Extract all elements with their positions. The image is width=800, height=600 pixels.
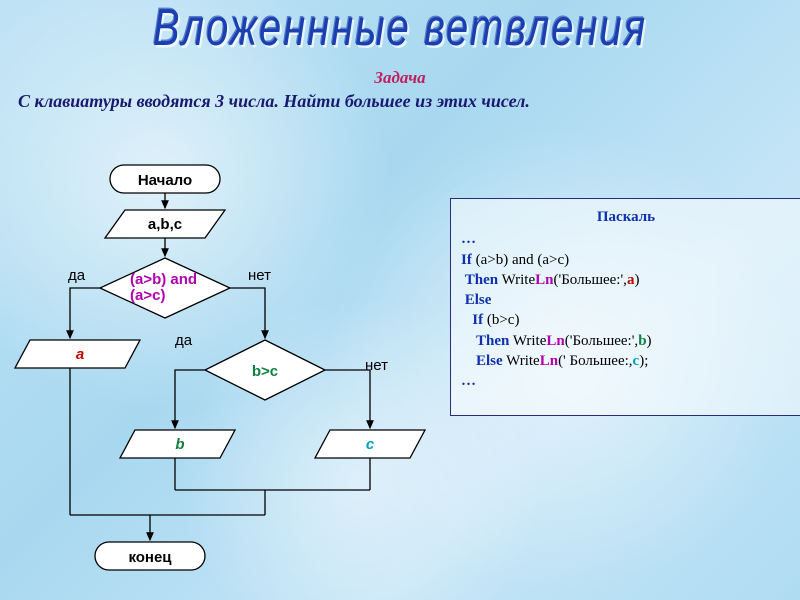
flowchart: Начало a,b,c (a>b) and (a>c) да нет a b>… [10, 160, 430, 590]
cond1-l1: (a>b) and [130, 271, 197, 288]
out-b: b [175, 436, 184, 453]
kw-else-2: Else [476, 353, 503, 369]
page-title: Вложеннные ветвления [0, 0, 800, 58]
cond1-l2: (a>c) [130, 287, 165, 304]
task-label: Задача [0, 68, 800, 88]
code-cp-3: ); [639, 353, 648, 369]
code-txt-2: ('Большее:', [565, 333, 638, 349]
kw-if-2: If [472, 312, 483, 328]
code-txt-1: ('Большее:', [554, 272, 627, 288]
code-txt-3: (' Большее:, [558, 353, 632, 369]
task-text: С клавиатуры вводятся 3 числа. Найти бол… [18, 90, 778, 113]
code-ln-1: Ln [535, 272, 553, 288]
yes-label-1: да [68, 267, 86, 284]
out-a: a [76, 346, 84, 363]
kw-then-1: Then [465, 272, 498, 288]
code-cond2: (b>c) [483, 312, 519, 328]
code-b: b [638, 333, 646, 349]
end-node: конец [128, 549, 172, 566]
start-node: Начало [138, 172, 192, 189]
code-block: Паскаль … If (a>b) and (a>c) Then WriteL… [450, 198, 800, 416]
kw-else-1: Else [465, 292, 492, 308]
out-c: c [366, 436, 375, 453]
code-write-1: Write [498, 272, 535, 288]
code-header: Паскаль [461, 207, 791, 227]
kw-if-1: If [461, 252, 472, 268]
code-dots-1: … [461, 231, 476, 247]
input-node: a,b,c [148, 216, 182, 233]
yes-label-2: да [175, 332, 193, 349]
code-cp-1: ) [634, 272, 639, 288]
no-label-1: нет [248, 267, 271, 284]
code-write-3: Write [503, 353, 540, 369]
kw-then-2: Then [476, 333, 509, 349]
code-ln-2: Ln [546, 333, 564, 349]
code-write-2: Write [509, 333, 546, 349]
no-label-2: нет [365, 357, 388, 374]
code-ln-3: Ln [540, 353, 558, 369]
cond2: b>c [252, 363, 278, 380]
code-cond1: (a>b) and (a>c) [472, 252, 569, 268]
code-cp-2: ) [647, 333, 652, 349]
code-dots-2: … [461, 373, 476, 389]
